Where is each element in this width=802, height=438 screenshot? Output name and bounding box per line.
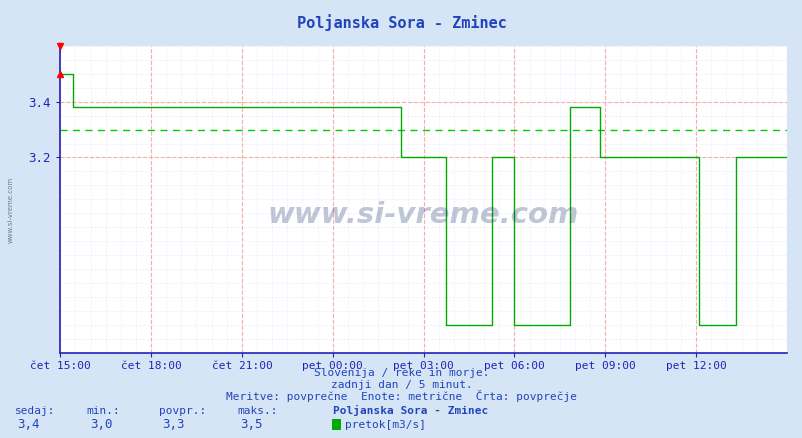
Text: min.:: min.:	[87, 406, 120, 416]
Text: Poljanska Sora - Zminec: Poljanska Sora - Zminec	[333, 405, 488, 417]
Text: 3,4: 3,4	[18, 418, 40, 431]
Text: maks.:: maks.:	[237, 406, 277, 416]
Text: www.si-vreme.com: www.si-vreme.com	[268, 201, 578, 229]
Text: zadnji dan / 5 minut.: zadnji dan / 5 minut.	[330, 380, 472, 389]
Text: 3,3: 3,3	[162, 418, 184, 431]
Text: povpr.:: povpr.:	[159, 406, 206, 416]
Text: 3,5: 3,5	[240, 418, 262, 431]
Text: pretok[m3/s]: pretok[m3/s]	[345, 420, 426, 430]
Text: 3,0: 3,0	[90, 418, 112, 431]
Text: Poljanska Sora - Zminec: Poljanska Sora - Zminec	[296, 14, 506, 31]
Text: Slovenija / reke in morje.: Slovenija / reke in morje.	[314, 368, 488, 378]
Text: Meritve: povprečne  Enote: metrične  Črta: povprečje: Meritve: povprečne Enote: metrične Črta:…	[225, 390, 577, 402]
Text: sedaj:: sedaj:	[14, 406, 55, 416]
Text: www.si-vreme.com: www.si-vreme.com	[7, 177, 14, 243]
